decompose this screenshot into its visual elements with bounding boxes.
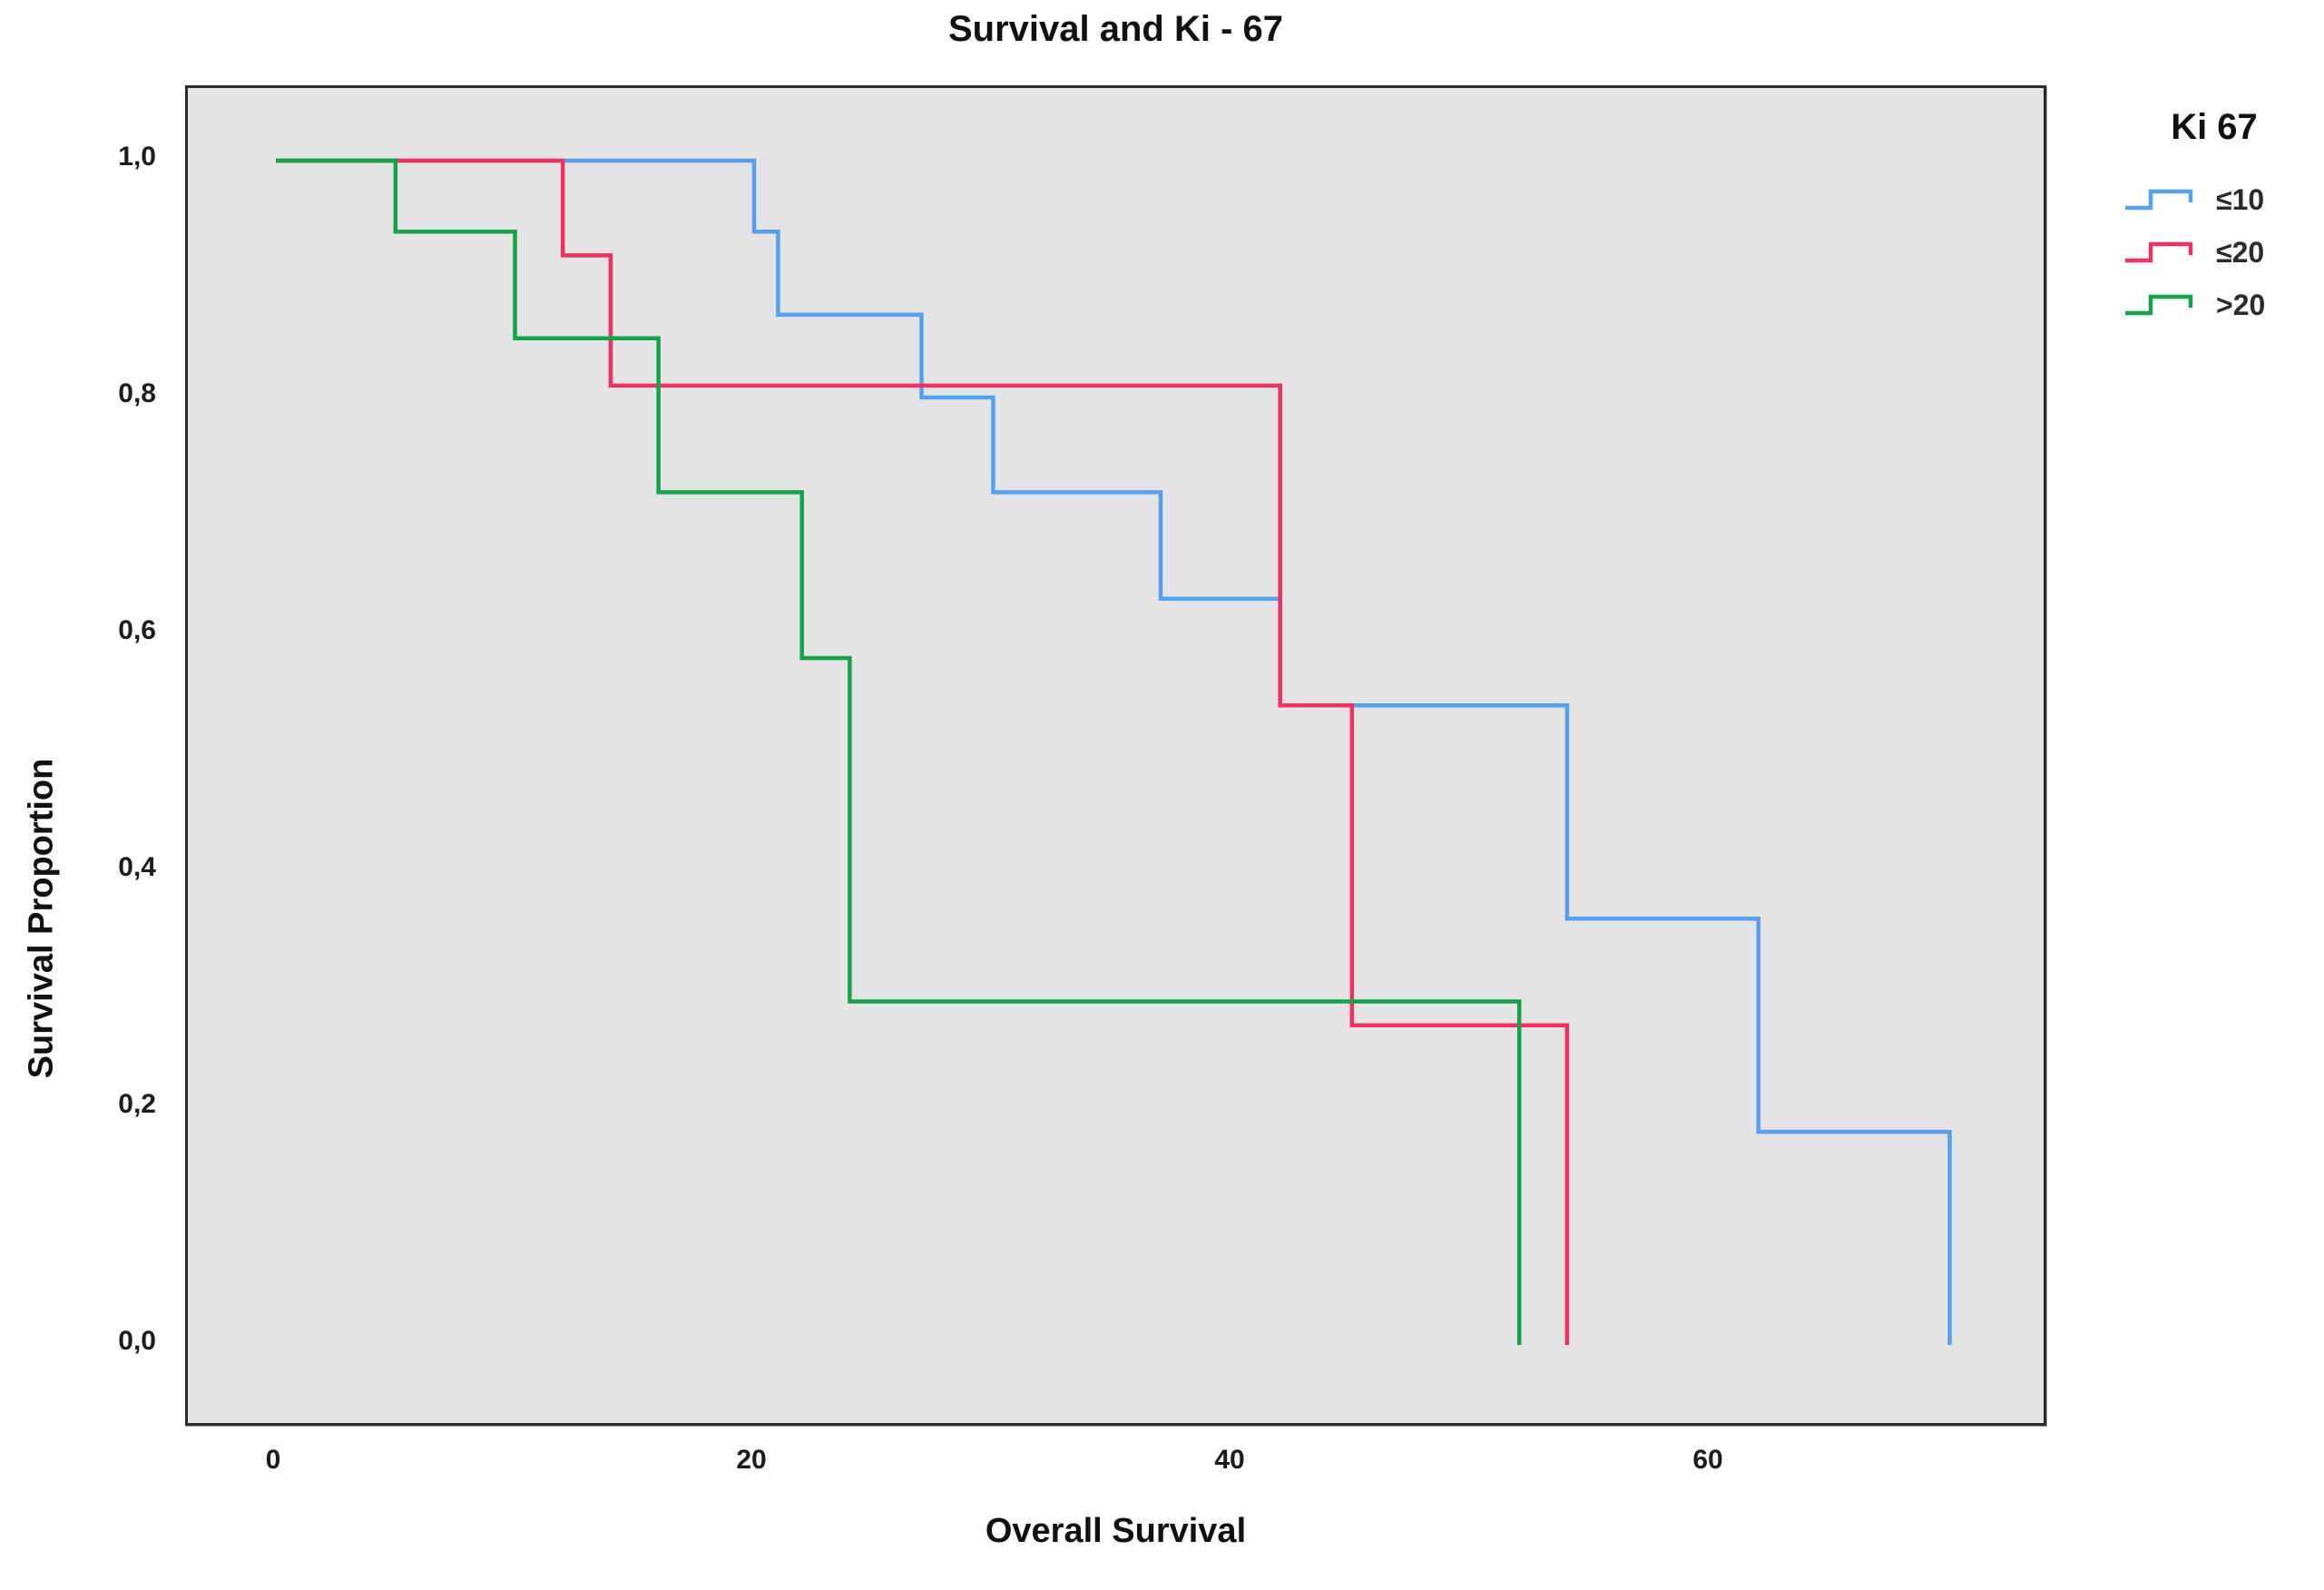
x-tick-label: 60 xyxy=(1692,1445,1723,1475)
y-tick-label: 0,8 xyxy=(118,378,156,408)
y-tick-label: 0,0 xyxy=(118,1326,156,1356)
legend-step-marker xyxy=(2125,189,2193,211)
survival-curve->20 xyxy=(276,158,1522,1345)
x-axis-title: Overall Survival xyxy=(985,1512,1247,1550)
legend-item->20: >20 xyxy=(2123,290,2321,320)
legend-item-≤20: ≤20 xyxy=(2123,237,2321,268)
y-tick-label: 0,4 xyxy=(118,852,156,882)
survival-curve-≤20 xyxy=(276,158,1570,1345)
legend-title: Ki 67 xyxy=(2171,107,2258,147)
y-tick-label: 0,2 xyxy=(118,1089,156,1119)
legend-step-marker xyxy=(2125,294,2193,316)
survival-curves xyxy=(276,158,1952,1345)
y-axis-title: Survival Proportion xyxy=(22,758,61,1079)
legend-item-≤10: ≤10 xyxy=(2123,184,2321,215)
legend: Ki 67 ≤10 ≤20 >20 xyxy=(2123,107,2321,320)
y-tick-label: 0,6 xyxy=(118,615,156,645)
x-tick-label: 20 xyxy=(736,1445,767,1475)
survival-curve-≤10 xyxy=(276,158,1952,1345)
legend-label: ≤10 xyxy=(2216,183,2265,216)
chart-title: Survival and Ki - 67 xyxy=(947,9,1284,49)
legend-label: ≤20 xyxy=(2216,236,2265,269)
y-tick-label: 1,0 xyxy=(118,142,156,172)
legend-rows: ≤10 ≤20 >20 xyxy=(2123,184,2321,320)
plot-area xyxy=(185,85,2046,1426)
x-tick-label: 40 xyxy=(1214,1445,1245,1475)
legend-step-marker xyxy=(2125,241,2193,263)
legend-label: >20 xyxy=(2216,289,2266,321)
x-tick-label: 0 xyxy=(265,1445,281,1475)
